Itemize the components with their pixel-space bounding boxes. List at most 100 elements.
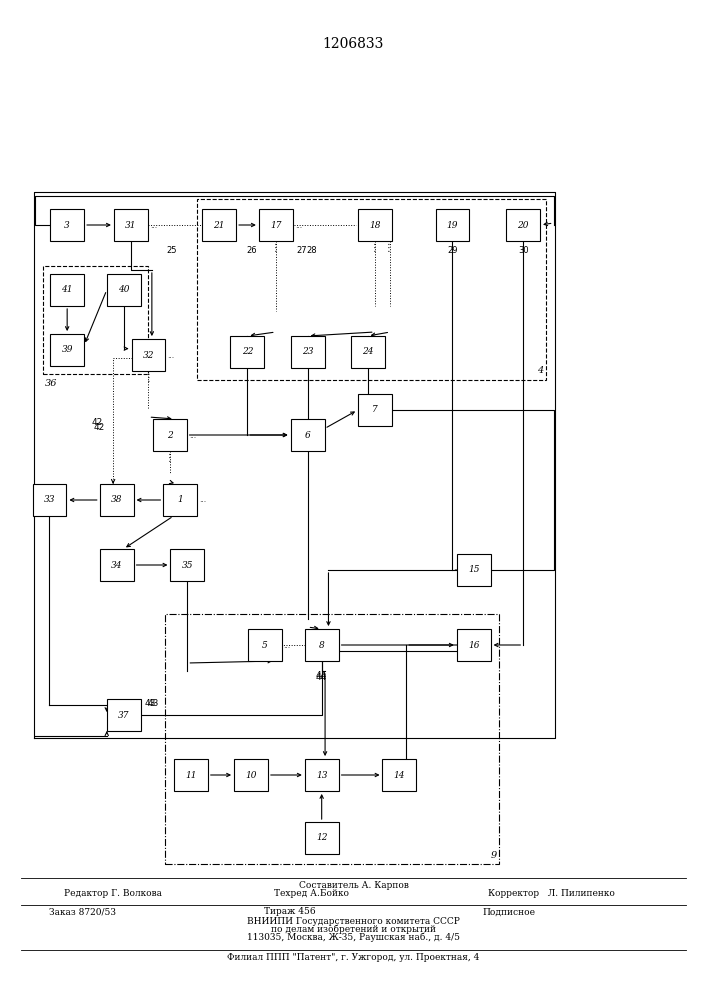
- Bar: [291, 336, 325, 368]
- Text: 30: 30: [518, 246, 529, 255]
- Bar: [230, 336, 264, 368]
- Text: 1: 1: [177, 495, 183, 504]
- Text: ...: ...: [150, 221, 157, 230]
- Text: 28: 28: [307, 246, 317, 255]
- Text: по делам изобретений и открытий: по делам изобретений и открытий: [271, 924, 436, 934]
- Text: ⋮: ⋮: [271, 243, 281, 253]
- Text: 42: 42: [91, 418, 103, 427]
- Text: 44: 44: [316, 671, 327, 680]
- Bar: [153, 419, 187, 451]
- Text: 43: 43: [148, 698, 159, 708]
- Bar: [33, 484, 66, 516]
- Bar: [234, 759, 268, 791]
- Text: 25: 25: [166, 246, 177, 255]
- Bar: [291, 419, 325, 451]
- Bar: [259, 209, 293, 241]
- Text: 17: 17: [270, 221, 281, 230]
- Text: 24: 24: [362, 348, 373, 357]
- Bar: [305, 629, 339, 661]
- Text: 29: 29: [448, 246, 457, 255]
- Bar: [100, 484, 134, 516]
- Text: 113035, Москва, Ж-35, Раушская наб., д. 4/5: 113035, Москва, Ж-35, Раушская наб., д. …: [247, 932, 460, 942]
- Text: 40: 40: [118, 286, 129, 294]
- Text: 8: 8: [319, 641, 325, 650]
- Bar: [163, 484, 197, 516]
- Text: 5: 5: [262, 641, 268, 650]
- Bar: [100, 549, 134, 581]
- Text: 39: 39: [62, 346, 73, 355]
- Bar: [351, 336, 385, 368]
- Text: 16: 16: [468, 641, 479, 650]
- Text: 12: 12: [316, 834, 327, 842]
- Text: ⋮: ⋮: [384, 243, 394, 253]
- Bar: [305, 759, 339, 791]
- Text: ⋮: ⋮: [370, 243, 380, 253]
- Text: 18: 18: [369, 221, 380, 230]
- Text: 14: 14: [394, 770, 405, 780]
- Text: Подписное: Подписное: [483, 908, 535, 916]
- Text: 31: 31: [125, 221, 136, 230]
- Text: 34: 34: [111, 560, 122, 570]
- Bar: [436, 209, 469, 241]
- Text: 41: 41: [62, 286, 73, 294]
- Text: 19: 19: [447, 221, 458, 230]
- Text: 4: 4: [537, 366, 543, 375]
- Bar: [50, 209, 84, 241]
- Text: ...: ...: [295, 221, 302, 230]
- Bar: [50, 274, 84, 306]
- Text: ⋮: ⋮: [165, 453, 175, 463]
- Text: Тираж 456: Тираж 456: [264, 908, 316, 916]
- Bar: [50, 334, 84, 366]
- Text: ВНИИПИ Государственного комитета СССР: ВНИИПИ Государственного комитета СССР: [247, 916, 460, 926]
- Text: 6: 6: [305, 430, 310, 440]
- Bar: [43, 266, 148, 374]
- Text: 15: 15: [468, 566, 479, 574]
- Bar: [107, 699, 141, 731]
- Text: 13: 13: [316, 770, 327, 780]
- Text: ...: ...: [189, 430, 196, 440]
- Text: ...: ...: [168, 351, 175, 360]
- Bar: [114, 209, 148, 241]
- Text: Корректор   Л. Пилипенко: Корректор Л. Пилипенко: [488, 890, 615, 898]
- Text: 26: 26: [247, 246, 257, 255]
- Text: ...: ...: [199, 495, 206, 504]
- Text: 27: 27: [296, 246, 307, 255]
- Bar: [457, 629, 491, 661]
- Text: 2: 2: [167, 430, 173, 440]
- Text: 42: 42: [93, 423, 105, 432]
- Bar: [457, 554, 491, 586]
- Text: 32: 32: [143, 351, 154, 360]
- Bar: [382, 759, 416, 791]
- Text: 1206833: 1206833: [323, 37, 384, 51]
- Text: Филиал ППП "Патент", г. Ужгород, ул. Проектная, 4: Филиал ППП "Патент", г. Ужгород, ул. Про…: [228, 952, 479, 962]
- Bar: [358, 209, 392, 241]
- Bar: [248, 629, 282, 661]
- Text: 22: 22: [242, 348, 253, 357]
- Text: Редактор Г. Волкова: Редактор Г. Волкова: [64, 890, 162, 898]
- Text: 35: 35: [182, 560, 193, 570]
- Text: ...: ...: [284, 641, 291, 650]
- Text: 21: 21: [214, 221, 225, 230]
- Text: 10: 10: [245, 770, 257, 780]
- Bar: [197, 199, 546, 380]
- Bar: [107, 274, 141, 306]
- Bar: [305, 822, 339, 854]
- Text: 20: 20: [518, 221, 529, 230]
- Bar: [202, 209, 236, 241]
- Text: Техред А.Бойко: Техред А.Бойко: [274, 890, 349, 898]
- Text: 43: 43: [144, 698, 156, 708]
- Text: Составитель А. Карпов: Составитель А. Карпов: [298, 882, 409, 890]
- Bar: [132, 339, 165, 371]
- Text: 23: 23: [302, 348, 313, 357]
- Text: 11: 11: [185, 770, 197, 780]
- Bar: [358, 394, 392, 426]
- Text: 44: 44: [316, 673, 327, 682]
- Text: Заказ 8720/53: Заказ 8720/53: [49, 908, 117, 916]
- Bar: [170, 549, 204, 581]
- Text: 33: 33: [44, 495, 55, 504]
- Text: 9: 9: [491, 851, 496, 860]
- Bar: [165, 614, 499, 864]
- Text: 38: 38: [111, 495, 122, 504]
- Text: 7: 7: [372, 406, 378, 414]
- Bar: [174, 759, 208, 791]
